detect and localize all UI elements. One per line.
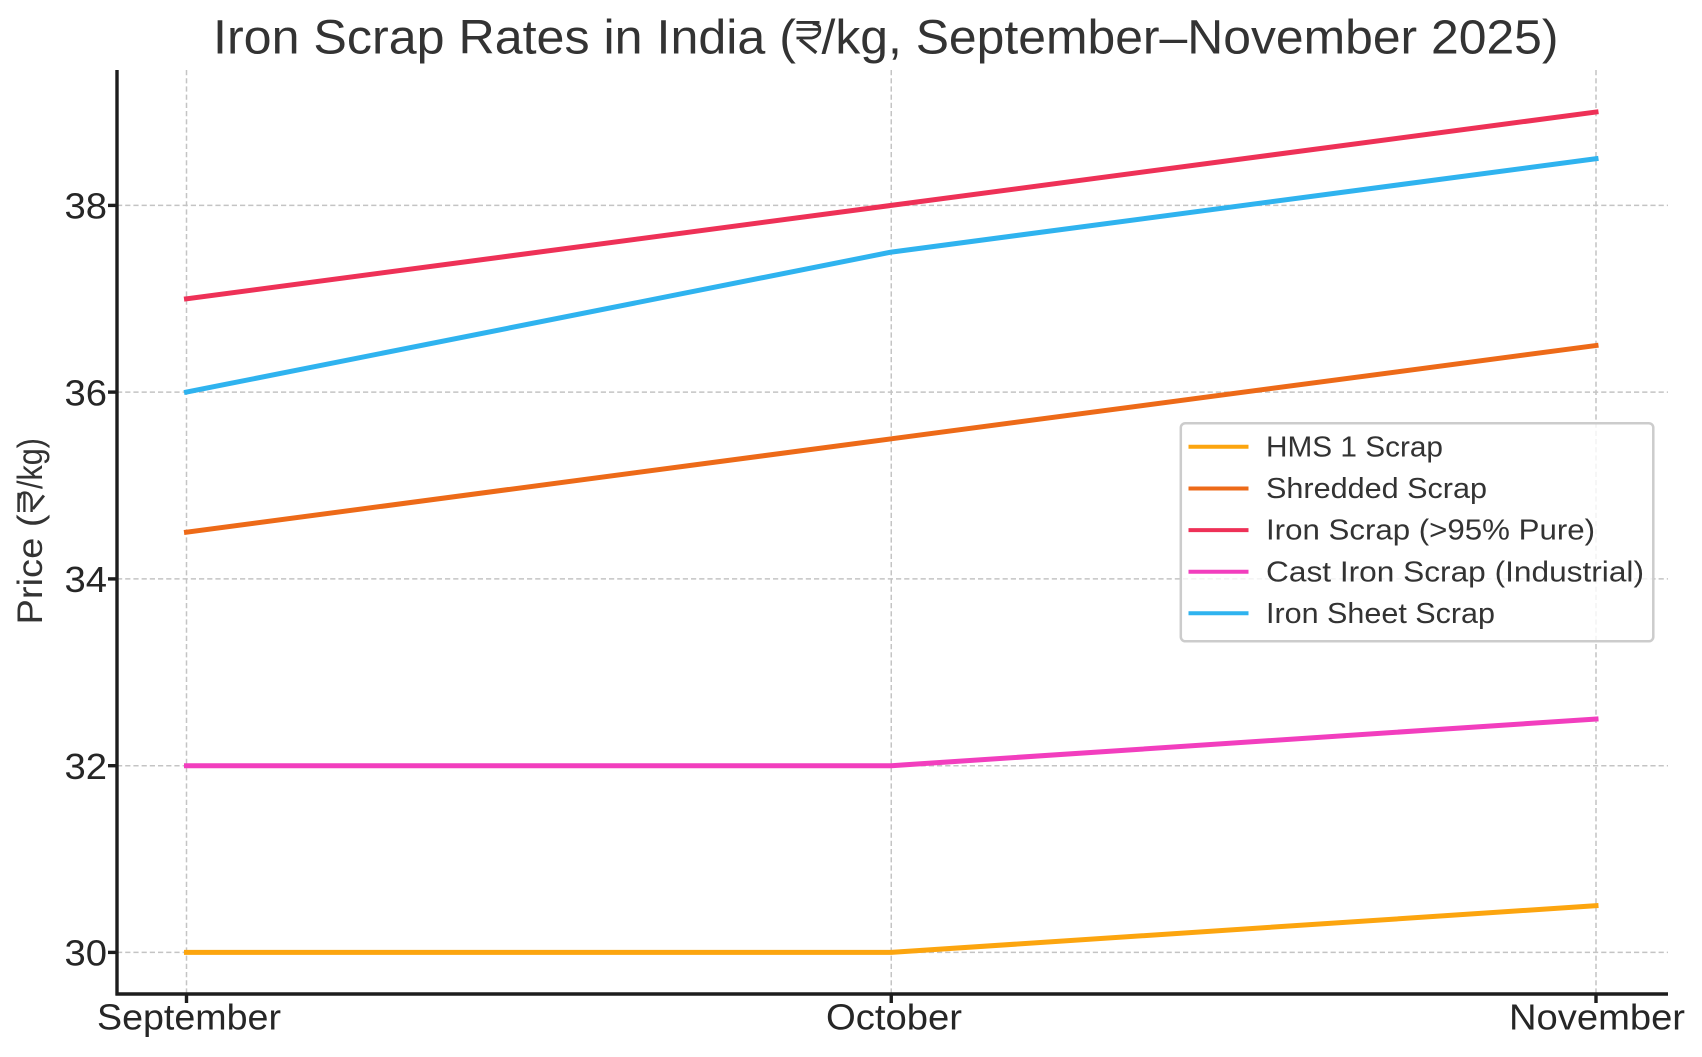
- svg-text:HMS 1 Scrap: HMS 1 Scrap: [1266, 431, 1443, 463]
- svg-text:September: September: [97, 997, 281, 1038]
- svg-text:/kg): /kg): [11, 438, 50, 489]
- svg-text:October: October: [826, 997, 962, 1038]
- svg-text:32: 32: [65, 746, 108, 787]
- svg-text:Price (: Price (: [11, 514, 50, 624]
- svg-text:Iron Sheet Scrap: Iron Sheet Scrap: [1266, 598, 1495, 630]
- svg-text:36: 36: [65, 372, 108, 413]
- svg-text:November: November: [1509, 997, 1685, 1038]
- svg-text:Iron Scrap (>95% Pure): Iron Scrap (>95% Pure): [1266, 515, 1595, 547]
- svg-text:/kg, September–November 2025): /kg, September–November 2025): [822, 11, 1559, 65]
- svg-text:Iron Scrap Rates in India (: Iron Scrap Rates in India (: [213, 11, 796, 65]
- svg-text:34: 34: [65, 559, 108, 600]
- svg-text:Cast Iron Scrap (Industrial): Cast Iron Scrap (Industrial): [1266, 556, 1644, 588]
- svg-text:38: 38: [65, 186, 108, 227]
- svg-text:30: 30: [65, 933, 108, 974]
- svg-text:Shredded Scrap: Shredded Scrap: [1266, 473, 1487, 505]
